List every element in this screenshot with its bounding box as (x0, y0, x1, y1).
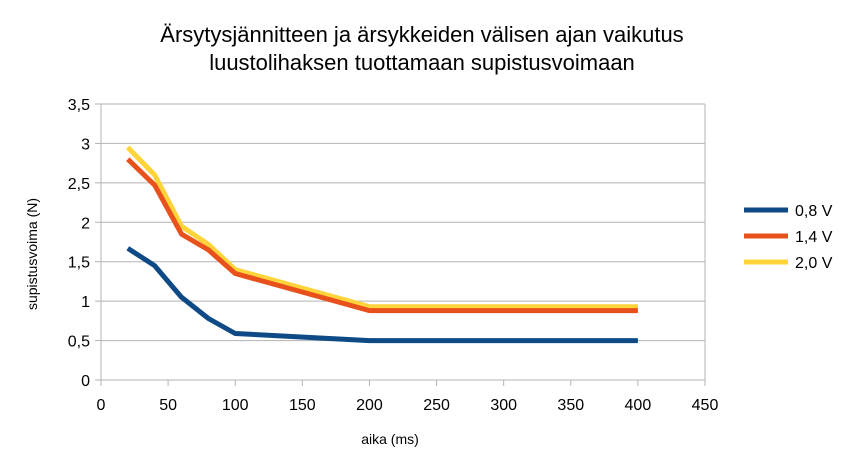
series-lines (126, 145, 638, 344)
y-axis-label: supistusvoima (N) (24, 198, 40, 310)
y-tick-label: 1 (81, 294, 90, 311)
x-tick-label: 150 (289, 397, 316, 414)
y-tick-label: 2 (81, 215, 90, 232)
x-axis-label: aika (ms) (361, 431, 419, 447)
series-line-0 (126, 246, 638, 344)
gridlines (95, 103, 706, 386)
x-tick-labels: 0 50 100 150 200 250 300 350 400 450 (97, 397, 719, 414)
legend: 0,8 V 1,4 V 2,0 V (744, 203, 833, 272)
y-tick-label: 3,5 (68, 97, 90, 114)
y-tick-label: 0 (81, 373, 90, 390)
x-tick-label: 300 (490, 397, 517, 414)
series-line-1 (126, 157, 638, 314)
y-tick-label: 1,5 (68, 255, 90, 272)
chart-subtitle: luustolihaksen tuottamaan supistusvoimaa… (209, 50, 635, 75)
x-tick-label: 350 (557, 397, 584, 414)
legend-label-2: 2,0 V (795, 255, 833, 272)
legend-label-1: 1,4 V (795, 229, 833, 246)
y-tick-labels: 0 0,5 1 1,5 2 2,5 3 3,5 (68, 97, 90, 390)
x-tick-label: 0 (97, 397, 106, 414)
x-tick-label: 250 (423, 397, 450, 414)
x-tick-label: 450 (692, 397, 719, 414)
chart-title: Ärsytysjännitteen ja ärsykkeiden välisen… (160, 22, 683, 47)
y-tick-label: 3 (81, 136, 90, 153)
x-tick-label: 50 (159, 397, 177, 414)
x-tick-label: 100 (222, 397, 249, 414)
x-tick-label: 400 (625, 397, 652, 414)
legend-label-0: 0,8 V (795, 203, 833, 220)
series-line-2 (126, 145, 638, 310)
x-tick-label: 200 (356, 397, 383, 414)
y-tick-label: 0,5 (68, 334, 90, 351)
axes (100, 104, 706, 381)
y-tick-label: 2,5 (68, 176, 90, 193)
